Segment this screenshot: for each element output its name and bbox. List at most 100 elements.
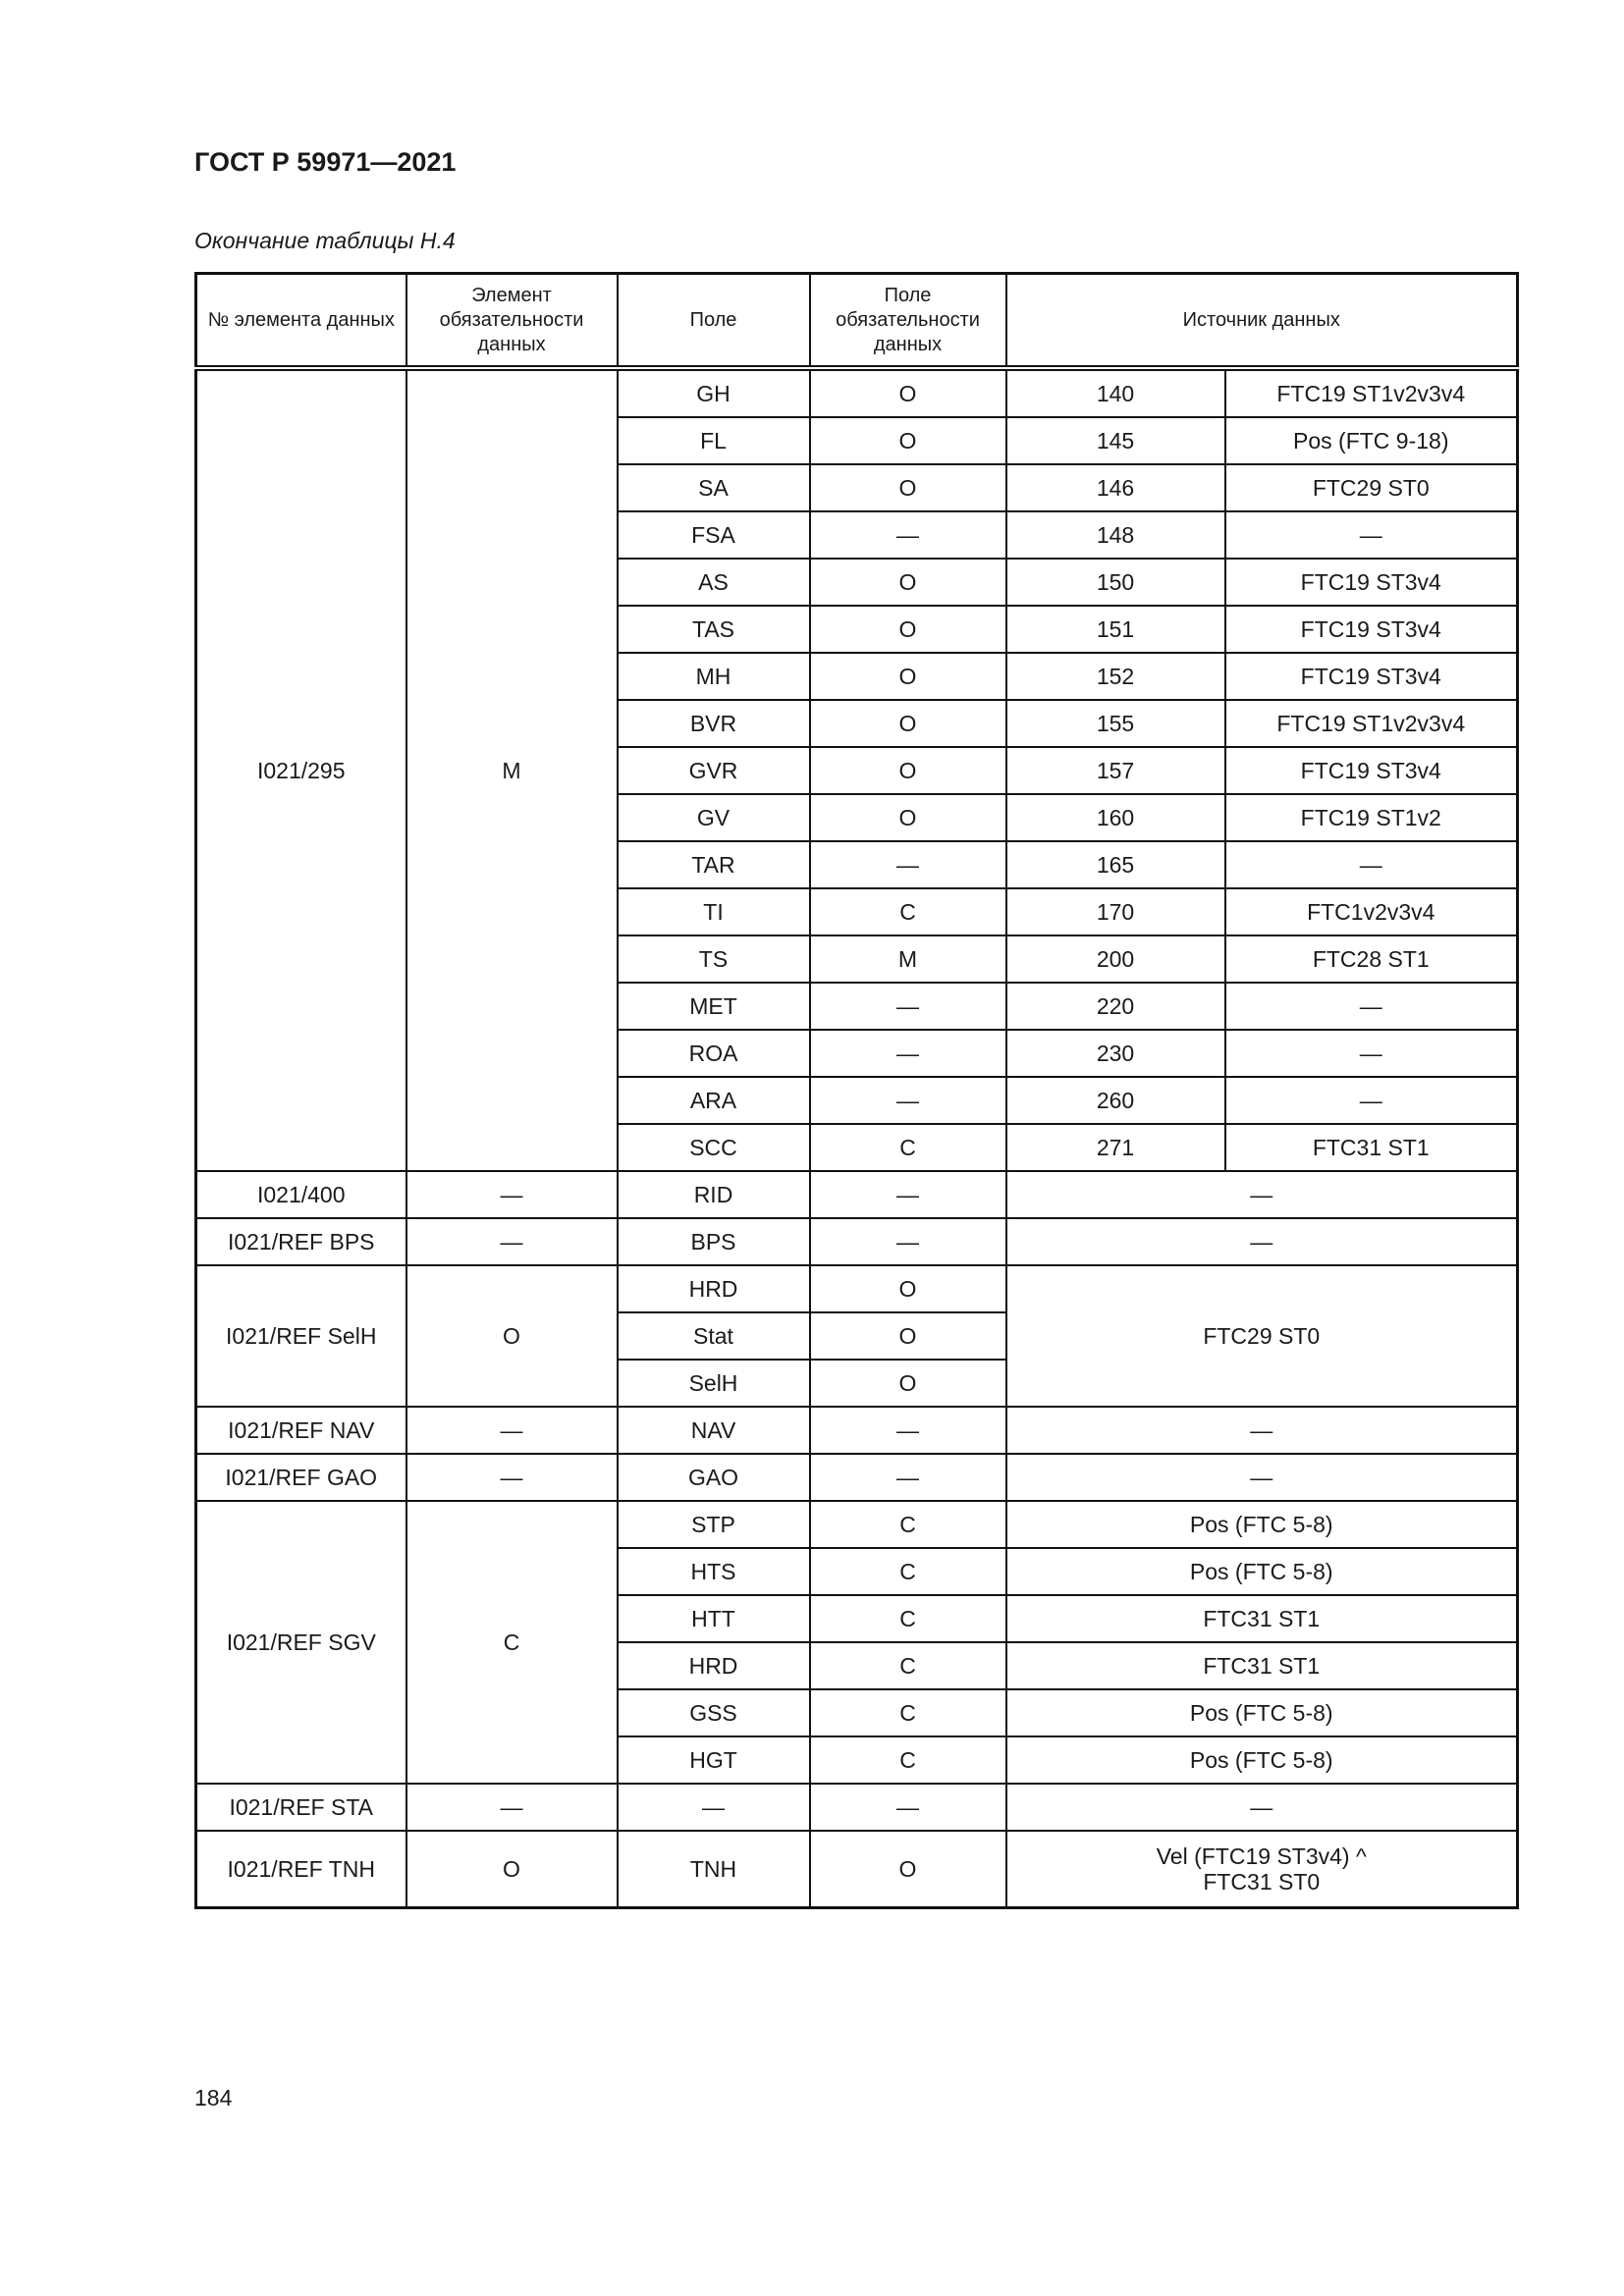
field: BPS <box>616 1217 811 1266</box>
source-code: 165 <box>1004 840 1226 889</box>
table-caption: Окончание таблицы Н.4 <box>194 228 456 253</box>
field-mandatory: C <box>808 1594 1007 1643</box>
field: ARA <box>616 1076 811 1125</box>
data-source: FTC28 ST1 <box>1223 934 1519 984</box>
source-code: 157 <box>1004 746 1226 795</box>
data-source: FTC31 ST1 <box>1004 1594 1519 1643</box>
field: HRD <box>616 1641 811 1690</box>
table-row: HTS C Pos (FTC 5-8) <box>196 1547 1519 1596</box>
field: RID <box>616 1170 811 1219</box>
source-code: 200 <box>1004 934 1226 984</box>
field-mandatory: C <box>808 887 1007 936</box>
table-row: I021/295 M GH O 140 FTC19 ST1v2v3v4 <box>194 367 1519 1172</box>
data-source: — <box>1223 1076 1519 1125</box>
element-mandatory: C <box>405 1500 619 1785</box>
field: SA <box>616 463 811 512</box>
field: FSA <box>616 510 811 560</box>
field-mandatory: O <box>808 1311 1007 1361</box>
data-source: — <box>1223 982 1519 1031</box>
field: HTS <box>616 1547 811 1596</box>
element-number: I021/REF TNH <box>194 1830 407 1909</box>
field-mandatory: O <box>808 1359 1007 1408</box>
field-mandatory: C <box>808 1735 1007 1785</box>
source-code: 220 <box>1004 982 1226 1031</box>
table-row: TAR —165— <box>196 840 1519 889</box>
table-row: I021/REF STA — — — — <box>194 1783 1519 1832</box>
field-mandatory: — <box>808 1453 1007 1502</box>
source-code: 140 <box>1004 367 1226 418</box>
element-mandatory: — <box>405 1406 619 1455</box>
table-row: I021/REF SGV C STP C Pos (FTC 5-8) <box>194 1500 1519 1785</box>
table-row: Stat O <box>196 1311 1518 1361</box>
data-source: FTC1v2v3v4 <box>1223 887 1519 936</box>
data-source: FTC19 ST1v2 <box>1223 793 1519 842</box>
field: GSS <box>616 1688 811 1737</box>
table-row: AS O 150 FTC19 ST3v4 <box>196 558 1519 607</box>
data-source: Pos (FTC 5-8) <box>1004 1500 1519 1549</box>
source-code: 146 <box>1004 463 1226 512</box>
field-mandatory: — <box>808 1406 1007 1455</box>
field: SCC <box>616 1123 811 1172</box>
field: GV <box>616 793 811 842</box>
element-number: I021/REF BPS <box>194 1217 407 1266</box>
field: STP <box>616 1500 811 1549</box>
data-source: Pos (FTC 9-18) <box>1223 416 1519 465</box>
field: FL <box>616 416 811 465</box>
field: AS <box>616 558 811 607</box>
data-source: — <box>1004 1783 1519 1832</box>
field: HRD <box>616 1264 811 1313</box>
element-number: I021/REF SelH <box>194 1264 407 1408</box>
table-row: ARA —260— <box>196 1076 1519 1125</box>
field: ROA <box>616 1029 811 1078</box>
field: TAS <box>616 605 811 654</box>
data-source: Pos (FTC 5-8) <box>1004 1547 1519 1596</box>
table-row: SelH O <box>196 1359 1518 1408</box>
table-row: I021/REF NAV — NAV — — <box>194 1406 1519 1455</box>
data-source: FTC19 ST3v4 <box>1223 652 1519 701</box>
data-source: — <box>1004 1453 1519 1502</box>
field-mandatory: — <box>808 840 1007 889</box>
field: GVR <box>616 746 811 795</box>
field: MH <box>616 652 811 701</box>
table-row: I021/REF TNH O TNH O Vel (FTC19 ST3v4) ^ FTC3… <box>194 1830 1519 1909</box>
field: HTT <box>616 1594 811 1643</box>
field-mandatory: O <box>808 463 1007 512</box>
field: TS <box>616 934 811 984</box>
table-row: TAS O 151 FTC19 ST3v4 <box>196 605 1519 654</box>
table-row: GVR O 157 FTC19 ST3v4 <box>196 746 1519 795</box>
element-mandatory: — <box>405 1783 619 1832</box>
field: GAO <box>616 1453 811 1502</box>
page-number: 184 <box>194 2085 233 2110</box>
table-row: ROA —230— <box>196 1029 1519 1078</box>
data-source: Vel (FTC19 ST3v4) ^ FTC31 ST0 <box>1004 1830 1519 1909</box>
data-source: FTC31 ST1 <box>1004 1641 1519 1690</box>
table-row: MH O 152 FTC19 ST3v4 <box>196 652 1519 701</box>
field-mandatory: O <box>808 605 1007 654</box>
table-row: TS M 200 FTC28 ST1 <box>196 934 1519 984</box>
field: NAV <box>616 1406 811 1455</box>
field-mandatory: M <box>808 934 1007 984</box>
header-element-mandatory: Элемент обязательности данных <box>405 272 619 369</box>
field-mandatory: O <box>808 1264 1007 1313</box>
element-number: I021/295 <box>194 367 407 1172</box>
element-number: I021/REF GAO <box>194 1453 407 1502</box>
header-data-source: Источник данных <box>1004 272 1519 369</box>
field-mandatory: O <box>808 793 1007 842</box>
header-field: Поле <box>616 272 811 369</box>
data-source: — <box>1223 1029 1519 1078</box>
table-row: FL O 145 Pos (FTC 9-18) <box>196 416 1519 465</box>
element-number: I021/REF NAV <box>194 1406 407 1455</box>
field-mandatory: C <box>808 1500 1007 1549</box>
field-mandatory: C <box>808 1688 1007 1737</box>
source-code: 148 <box>1004 510 1226 560</box>
data-source: FTC29 ST0 <box>1223 463 1519 512</box>
table-row: I021/REF BPS — BPS — — <box>194 1217 1519 1266</box>
data-source: — <box>1223 840 1519 889</box>
source-code: 152 <box>1004 652 1226 701</box>
table-row: BVR O 155 FTC19 ST1v2v3v4 <box>196 699 1519 748</box>
data-source: FTC19 ST3v4 <box>1223 605 1519 654</box>
field: BVR <box>616 699 811 748</box>
table-row: HTT C FTC31 ST1 <box>196 1594 1519 1643</box>
data-source: FTC19 ST1v2v3v4 <box>1223 699 1519 748</box>
field: HGT <box>616 1735 811 1785</box>
